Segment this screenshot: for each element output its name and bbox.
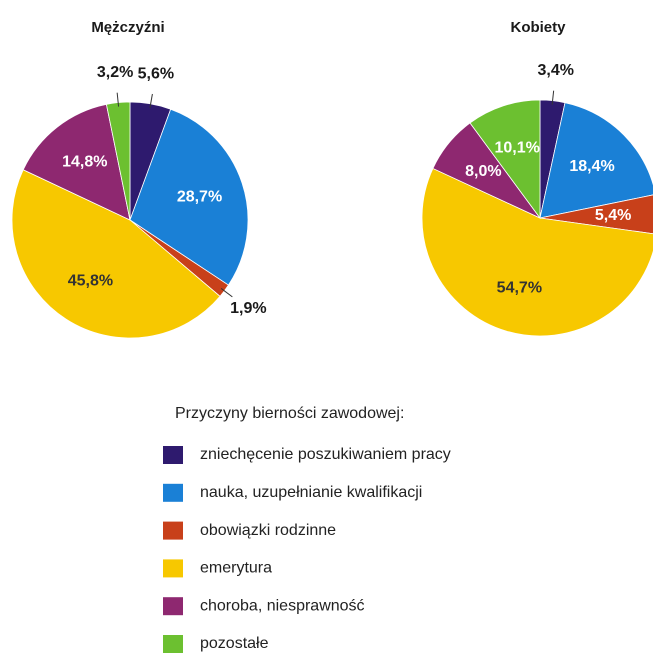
leader-line xyxy=(116,92,120,107)
pie-slice xyxy=(11,169,221,339)
pie-slice xyxy=(469,99,541,220)
data-label: 5,4% xyxy=(595,207,631,224)
legend-swatch xyxy=(163,521,183,540)
legend-swatch xyxy=(163,483,183,502)
data-label: 3,4% xyxy=(538,62,574,79)
data-label: 45,8% xyxy=(68,273,113,290)
legend-swatch xyxy=(163,597,183,616)
pie-slice xyxy=(22,103,131,221)
data-label: 3,2% xyxy=(97,64,133,81)
legend-label: zniechęcenie poszukiwaniem pracy xyxy=(200,446,451,463)
data-label: 14,8% xyxy=(62,154,107,171)
legend-label: choroba, niesprawność xyxy=(200,597,365,614)
legend-swatch xyxy=(163,559,183,578)
pie-slice xyxy=(421,167,653,337)
leader-line xyxy=(149,93,153,108)
leader-line xyxy=(220,288,233,298)
pie-title: Kobiety xyxy=(510,19,566,36)
data-label: 1,9% xyxy=(230,300,266,317)
data-label: 10,1% xyxy=(494,140,539,157)
data-label: 18,4% xyxy=(569,158,614,175)
legend-label: emerytura xyxy=(200,560,272,577)
legend-label: pozostałe xyxy=(200,635,269,652)
data-label: 8,0% xyxy=(465,163,501,180)
data-label: 54,7% xyxy=(497,279,542,296)
legend-label: obowiązki rodzinne xyxy=(200,522,336,539)
data-label: 28,7% xyxy=(177,188,222,205)
data-label: 5,6% xyxy=(138,66,174,83)
pie-slice xyxy=(539,194,653,235)
legend-title: Przyczyny bierności zawodowej: xyxy=(175,405,404,422)
legend-swatch xyxy=(163,446,183,464)
leader-line xyxy=(551,90,555,105)
legend-swatch xyxy=(163,635,183,653)
legend-label: nauka, uzupełnianie kwalifikacji xyxy=(200,484,422,501)
pie-slice xyxy=(129,108,249,286)
pie-title: Mężczyźni xyxy=(91,19,164,36)
